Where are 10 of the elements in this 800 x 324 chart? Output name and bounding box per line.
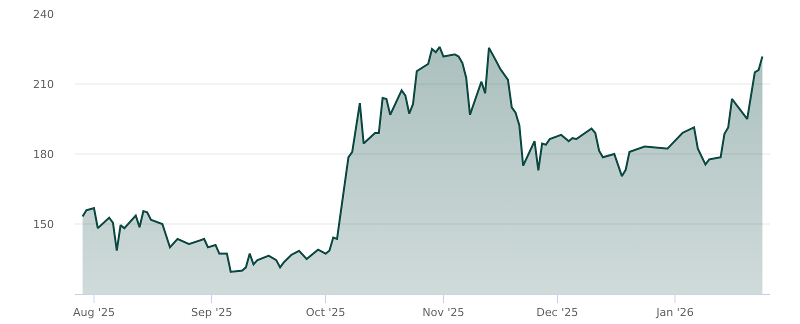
- x-tick-label: Jan '26: [655, 306, 694, 320]
- y-tick-label: 240: [33, 8, 54, 21]
- y-tick-label: 180: [33, 148, 54, 161]
- x-tick-label: Nov '25: [422, 306, 464, 320]
- y-tick-label: 210: [33, 78, 54, 91]
- x-tick-label: Oct '25: [306, 306, 346, 320]
- x-tick-label: Sep '25: [191, 306, 232, 320]
- x-tick-label: Dec '25: [536, 306, 578, 320]
- x-tick-label: Aug '25: [72, 306, 115, 320]
- y-tick-label: 150: [33, 218, 54, 231]
